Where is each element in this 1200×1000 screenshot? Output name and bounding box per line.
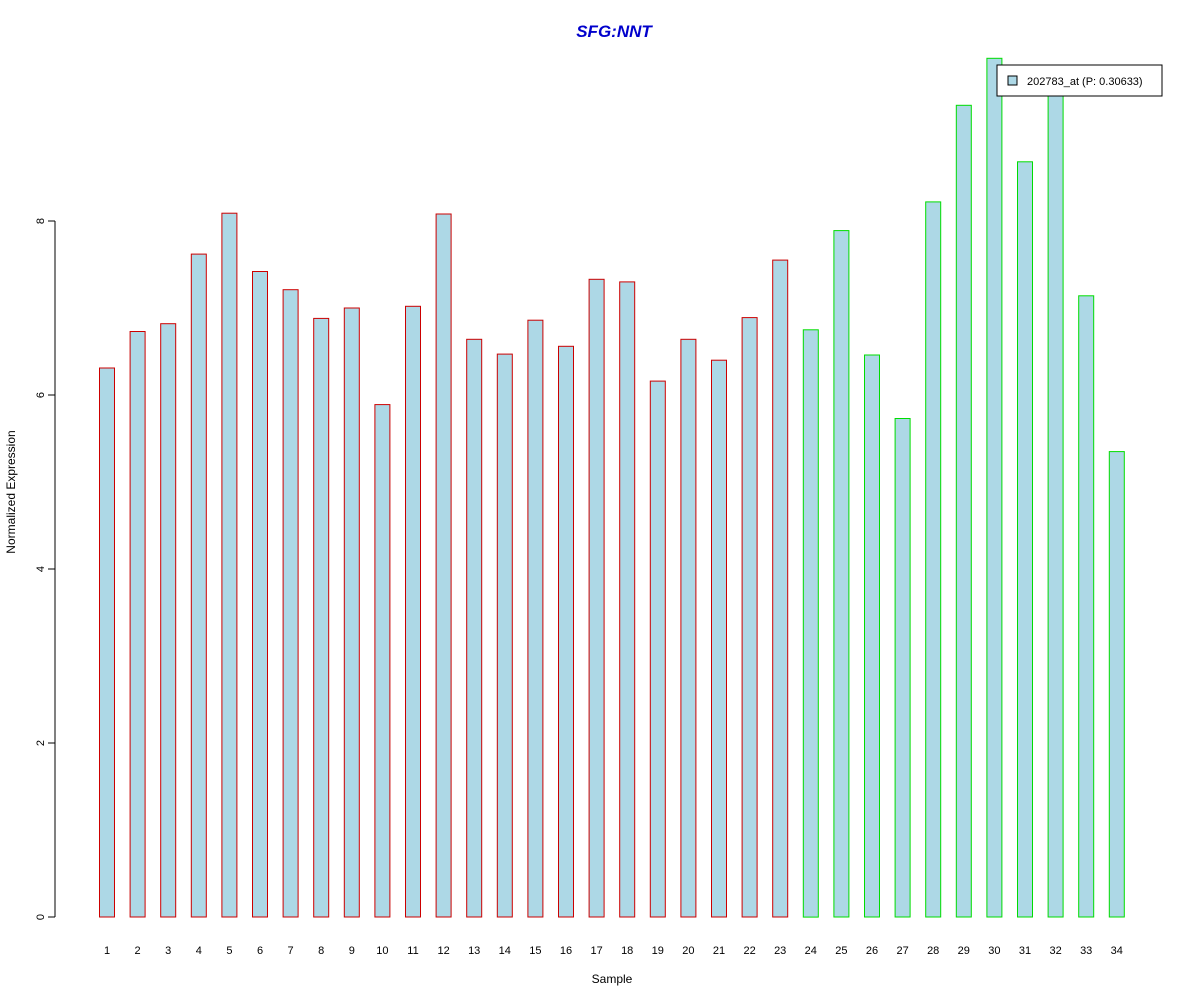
x-axis-tick-label: 31 xyxy=(1019,945,1031,957)
legend-box xyxy=(996,64,1163,97)
bar-sample-32 xyxy=(1047,90,1064,918)
x-axis-tick-label: 2 xyxy=(135,945,141,957)
bar-sample-31 xyxy=(1017,161,1033,918)
bar-sample-2 xyxy=(129,331,146,918)
bar-sample-10 xyxy=(374,404,391,918)
y-axis-tick-label: 8 xyxy=(35,218,47,224)
bar-sample-33 xyxy=(1078,295,1095,918)
x-axis-tick-label: 9 xyxy=(349,945,355,957)
bar-sample-21 xyxy=(711,359,727,918)
legend: 202783_at (P: 0.30633) xyxy=(996,64,1163,97)
legend-swatch xyxy=(1007,75,1018,86)
bar-sample-22 xyxy=(741,317,758,918)
x-axis-tick-label: 32 xyxy=(1049,945,1061,957)
x-axis-tick-labels: 1 2 3 4 5 6 7 8 9 10 11 12 13 14 15 16 17 18 19 20 21 22 23 24 2… xyxy=(104,945,1123,957)
x-axis-tick-label: 26 xyxy=(866,945,878,957)
y-axis-label: Normalized Expression xyxy=(4,430,18,553)
x-axis-tick-label: 29 xyxy=(958,945,970,957)
x-axis-tick-label: 17 xyxy=(590,945,602,957)
x-axis-label: Sample xyxy=(592,972,633,986)
bar-sample-20 xyxy=(680,338,697,918)
bar-sample-29 xyxy=(955,104,972,918)
x-axis-tick-label: 13 xyxy=(468,945,480,957)
x-axis-tick-label: 19 xyxy=(652,945,664,957)
x-axis-tick-label: 20 xyxy=(682,945,694,957)
x-axis-tick-label: 28 xyxy=(927,945,939,957)
bar-sample-24 xyxy=(802,329,819,918)
y-axis-tick-label: 4 xyxy=(35,566,47,572)
x-axis-tick-label: 34 xyxy=(1111,945,1123,957)
bar-sample-18 xyxy=(619,281,636,918)
bars-group xyxy=(99,57,1125,918)
y-axis: 0 2 4 6 8 xyxy=(35,218,56,920)
bar-sample-14 xyxy=(496,353,513,918)
x-axis-tick-label: 5 xyxy=(226,945,232,957)
chart-title: SFG:NNT xyxy=(576,22,653,41)
bar-sample-6 xyxy=(252,271,268,918)
x-axis-tick-label: 14 xyxy=(499,945,511,957)
x-axis-tick-label: 8 xyxy=(318,945,324,957)
x-axis-tick-label: 25 xyxy=(835,945,847,957)
bar-sample-9 xyxy=(343,307,360,918)
bar-sample-30 xyxy=(986,57,1003,918)
x-axis-tick-label: 11 xyxy=(407,945,418,957)
bar-sample-3 xyxy=(160,323,177,918)
x-axis-tick-label: 15 xyxy=(529,945,541,957)
bar-sample-25 xyxy=(833,230,850,918)
bar-sample-5 xyxy=(221,212,238,918)
bar-sample-13 xyxy=(466,338,483,918)
x-axis-tick-label: 23 xyxy=(774,945,786,957)
y-axis-tick-label: 2 xyxy=(35,740,47,746)
x-axis-tick-label: 18 xyxy=(621,945,633,957)
x-axis-tick-label: 12 xyxy=(437,945,449,957)
bar-sample-15 xyxy=(527,319,544,918)
x-axis-tick-label: 21 xyxy=(713,945,725,957)
x-axis-tick-label: 22 xyxy=(743,945,755,957)
bar-sample-7 xyxy=(282,289,299,918)
y-axis-tick-label: 0 xyxy=(35,914,47,920)
bar-sample-27 xyxy=(894,418,911,918)
bar-sample-34 xyxy=(1108,451,1125,918)
bar-sample-4 xyxy=(190,253,207,918)
bar-sample-28 xyxy=(925,201,942,918)
x-axis-tick-label: 6 xyxy=(257,945,263,957)
bar-sample-19 xyxy=(649,380,666,918)
x-axis-tick-label: 24 xyxy=(805,945,817,957)
bar-sample-23 xyxy=(772,259,789,918)
x-axis-tick-label: 30 xyxy=(988,945,1000,957)
x-axis-tick-label: 1 xyxy=(104,945,110,957)
x-axis-tick-label: 4 xyxy=(196,945,202,957)
bar-sample-12 xyxy=(435,213,452,918)
x-axis-tick-label: 3 xyxy=(165,945,171,957)
y-axis-tick-label: 6 xyxy=(35,392,47,398)
bar-sample-8 xyxy=(313,317,330,918)
x-axis-tick-label: 10 xyxy=(376,945,388,957)
bar-sample-16 xyxy=(558,345,574,918)
bar-sample-17 xyxy=(588,278,605,918)
bar-sample-11 xyxy=(405,305,421,918)
x-axis-tick-label: 27 xyxy=(896,945,908,957)
x-axis-tick-label: 7 xyxy=(288,945,294,957)
bar-sample-1 xyxy=(99,367,115,918)
legend-label: 202783_at (P: 0.30633) xyxy=(1027,76,1143,88)
x-axis-tick-label: 16 xyxy=(560,945,572,957)
bar-sample-26 xyxy=(864,354,880,918)
x-axis-tick-label: 33 xyxy=(1080,945,1092,957)
